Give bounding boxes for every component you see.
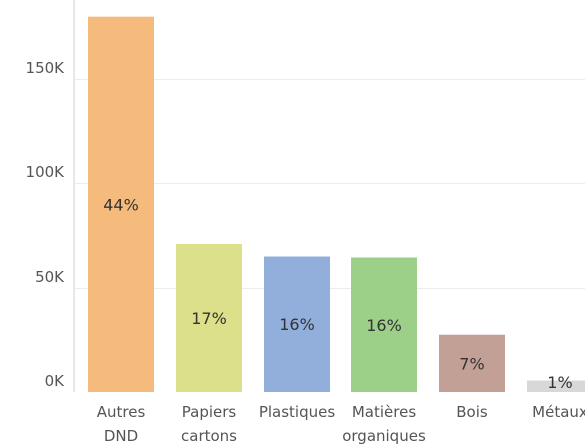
data-label: 17% bbox=[191, 309, 227, 328]
category-label: Matières bbox=[352, 403, 416, 421]
bar[interactable] bbox=[439, 334, 505, 392]
category-label: Papiers bbox=[182, 403, 237, 421]
y-tick-label: 0K bbox=[45, 372, 66, 390]
bars bbox=[88, 16, 585, 393]
category-label: Plastiques bbox=[259, 403, 336, 421]
y-tick-label: 50K bbox=[35, 268, 65, 286]
data-label: 7% bbox=[459, 354, 484, 373]
category-label: organiques bbox=[342, 427, 426, 445]
y-axis-ticks: 0K 50K 100K 150K bbox=[26, 59, 66, 390]
bar[interactable] bbox=[176, 244, 242, 392]
y-tick-label: 150K bbox=[26, 59, 66, 77]
category-label: Bois bbox=[456, 403, 488, 421]
data-label: 16% bbox=[279, 315, 315, 334]
y-tick-label: 100K bbox=[26, 163, 66, 181]
data-label: 16% bbox=[366, 316, 402, 335]
data-labels: 44% 17% 16% 16% 7% 1% bbox=[103, 195, 572, 392]
bar[interactable] bbox=[264, 256, 330, 393]
category-label: Métaux bbox=[532, 403, 585, 421]
data-label: 44% bbox=[103, 195, 139, 214]
category-label: cartons bbox=[181, 427, 237, 445]
data-label: 1% bbox=[547, 373, 572, 392]
bar[interactable] bbox=[88, 16, 154, 392]
x-axis-categories: Autres DND Papiers cartons Plastiques Matière… bbox=[97, 403, 585, 445]
category-label: Autres bbox=[97, 403, 146, 421]
bar[interactable] bbox=[527, 380, 585, 393]
bar[interactable] bbox=[351, 257, 417, 393]
category-label: DND bbox=[104, 427, 138, 445]
